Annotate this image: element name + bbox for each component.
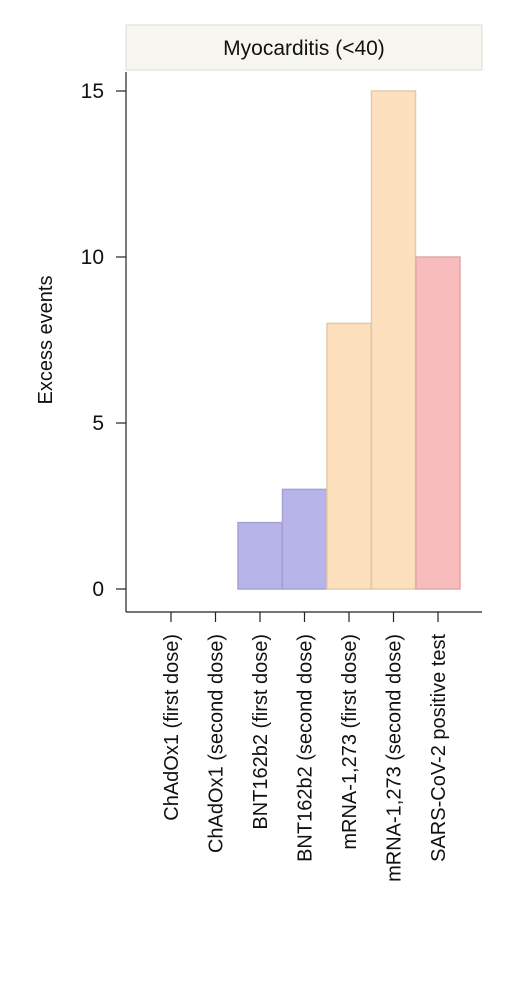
x-tick-label: SARS-CoV-2 positive test (428, 634, 450, 862)
y-tick-label: 0 (92, 578, 104, 601)
chart-title: Myocarditis (<40) (223, 37, 385, 60)
y-tick-label: 15 (81, 80, 104, 103)
bars (237, 90, 461, 590)
y-ticks: 0 5 10 15 (81, 80, 126, 601)
bar (326, 322, 372, 590)
x-ticks: ChAdOx1 (first dose) ChAdOx1 (second dose… (161, 612, 450, 882)
y-axis-title: Excess events (35, 276, 57, 405)
x-tick-label: BNT162b2 (second dose) (295, 634, 317, 862)
x-tick-label: BNT162b2 (first dose) (250, 634, 272, 830)
x-tick-label: ChAdOx1 (second dose) (206, 634, 228, 853)
x-tick-label: mRNA-1,273 (second dose) (384, 634, 406, 882)
x-tick-label: ChAdOx1 (first dose) (161, 634, 183, 821)
bar (281, 488, 328, 590)
bar (237, 521, 283, 590)
y-tick-label: 5 (92, 412, 104, 435)
y-tick-label: 10 (81, 246, 104, 269)
bar (370, 90, 417, 590)
x-tick-label: mRNA-1,273 (first dose) (339, 634, 361, 850)
bar (415, 256, 461, 590)
facet-strip (125, 24, 483, 71)
